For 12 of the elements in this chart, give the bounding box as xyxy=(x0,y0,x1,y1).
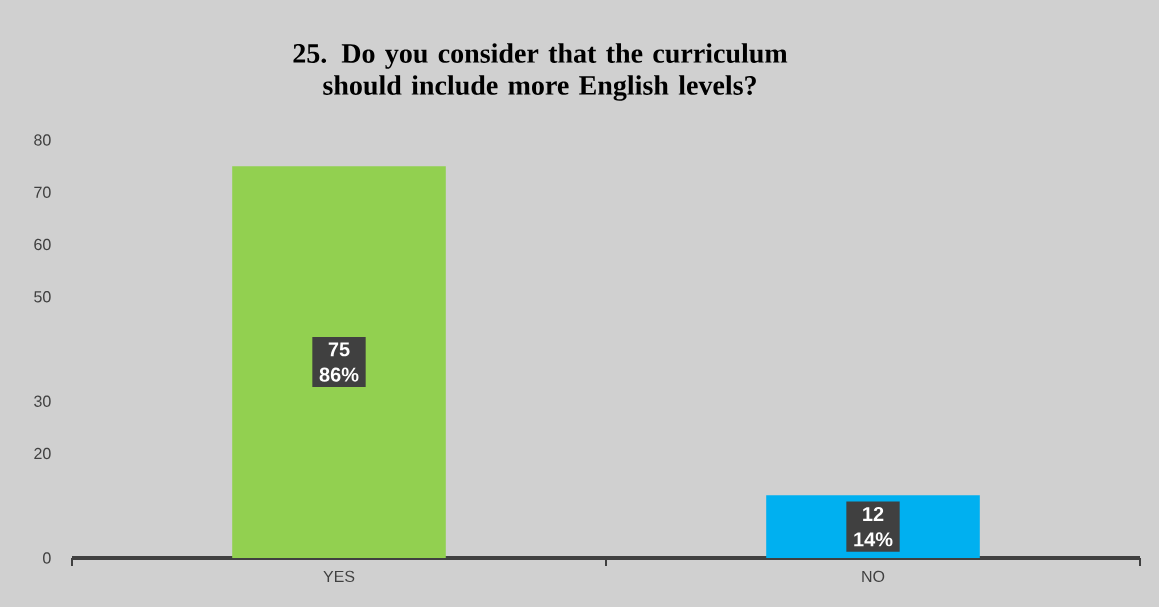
y-tick-label: 30 xyxy=(34,395,51,407)
data-label: 75 86% xyxy=(319,342,359,382)
y-tick-label: 50 xyxy=(34,291,51,303)
y-tick-label: 70 xyxy=(34,186,51,198)
data-label: 12 14% xyxy=(854,506,893,547)
y-tick-label: 80 xyxy=(34,134,51,146)
chart-title: 25. Do you consider that the curriculum should include more English levels? xyxy=(293,43,788,101)
x-tick-label: NO xyxy=(862,570,885,583)
y-tick-label: 20 xyxy=(34,447,51,460)
x-tick-label: YES xyxy=(323,570,355,583)
y-tick-label: 60 xyxy=(34,238,51,251)
y-tick-label: 0 xyxy=(43,552,51,564)
